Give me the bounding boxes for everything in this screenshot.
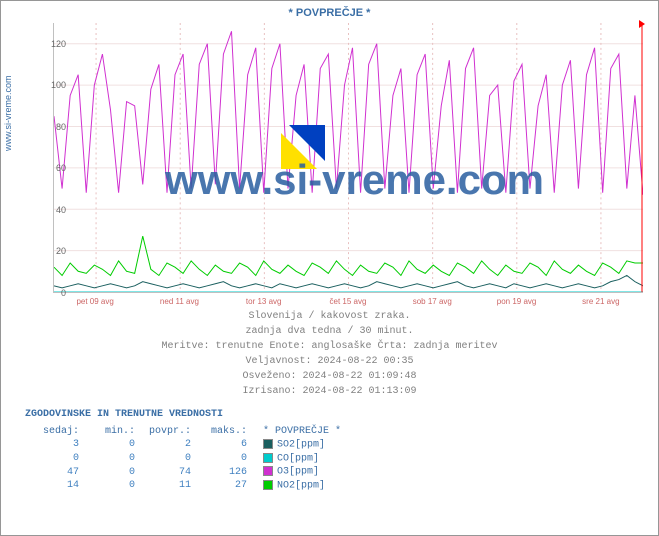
stats-col-header: maks.:	[193, 425, 249, 438]
y-tick-label: 60	[26, 163, 66, 173]
axis-arrow-icon	[639, 20, 645, 28]
stats-cell: 0	[193, 452, 249, 466]
x-tick-label: ned 11 avg	[160, 297, 199, 306]
caption-line: Osveženo: 2024-08-22 01:09:48	[1, 369, 658, 384]
stats-cell: 0	[137, 452, 193, 466]
stats-cell: 0	[81, 465, 137, 479]
caption-line: zadnja dva tedna / 30 minut.	[1, 324, 658, 339]
table-row: 47074126 O3[ppm]	[25, 465, 343, 479]
legend-label: O3[ppm]	[277, 467, 319, 478]
chart-caption-lines: Slovenija / kakovost zraka.zadnja dva te…	[1, 309, 658, 399]
stats-col-header: min.:	[81, 425, 137, 438]
legend-item: SO2[ppm]	[249, 438, 343, 452]
caption-line: Meritve: trenutne Enote: anglosaške Črta…	[1, 339, 658, 354]
table-row: 3026 SO2[ppm]	[25, 438, 343, 452]
y-tick-label: 100	[26, 80, 66, 90]
x-tick-label: sob 17 avg	[413, 297, 452, 306]
table-row: 0000CO[ppm]	[25, 452, 343, 466]
y-tick-label: 20	[26, 246, 66, 256]
x-tick-label: čet 15 avg	[330, 297, 367, 306]
y-tick-label: 120	[26, 39, 66, 49]
legend-swatch-icon	[263, 453, 273, 463]
stats-cell: 27	[193, 479, 249, 493]
chart-title: * POVPREČJE *	[1, 7, 658, 19]
series-SO2	[54, 275, 643, 287]
caption-line: Slovenija / kakovost zraka.	[1, 309, 658, 324]
legend-label: NO2[ppm]	[277, 481, 325, 492]
y-tick-label: 0	[26, 288, 66, 298]
x-tick-label: tor 13 avg	[246, 297, 282, 306]
series-NO2	[54, 236, 643, 275]
stats-cell: 0	[81, 479, 137, 493]
stats-header-row: sedaj:min.:povpr.:maks.:* POVPREČJE *	[25, 425, 343, 438]
legend-item: O3[ppm]	[249, 465, 343, 479]
legend-label: SO2[ppm]	[277, 440, 325, 451]
x-tick-label: sre 21 avg	[582, 297, 619, 306]
table-row: 1401127 NO2[ppm]	[25, 479, 343, 493]
legend-item: NO2[ppm]	[249, 479, 343, 493]
x-tick-label: pet 09 avg	[76, 297, 113, 306]
legend-swatch-icon	[263, 480, 273, 490]
y-tick-label: 40	[26, 205, 66, 215]
series-O3	[54, 31, 643, 194]
stats-cell: 2	[137, 438, 193, 452]
y-tick-label: 80	[26, 122, 66, 132]
stats-cell: 11	[137, 479, 193, 493]
stats-cell: 126	[193, 465, 249, 479]
legend-swatch-icon	[263, 439, 273, 449]
legend-title: * POVPREČJE *	[249, 425, 343, 438]
y-axis-label: www.si-vreme.com	[3, 75, 13, 151]
stats-cell: 0	[81, 452, 137, 466]
stats-table-title: ZGODOVINSKE IN TRENUTNE VREDNOSTI	[25, 409, 223, 420]
plot-area	[53, 23, 643, 293]
stats-cell: 14	[25, 479, 81, 493]
stats-cell: 0	[81, 438, 137, 452]
x-tick-label: pon 19 avg	[497, 297, 537, 306]
legend-item: CO[ppm]	[249, 452, 343, 466]
stats-col-header: povpr.:	[137, 425, 193, 438]
chart-container: * POVPREČJE * www.si-vreme.com www.si-vr…	[1, 1, 658, 535]
stats-cell: 6	[193, 438, 249, 452]
stats-cell: 47	[25, 465, 81, 479]
stats-cell: 74	[137, 465, 193, 479]
legend-swatch-icon	[263, 466, 273, 476]
series-layer	[54, 23, 643, 292]
stats-col-header: sedaj:	[25, 425, 81, 438]
caption-line: Izrisano: 2024-08-22 01:13:09	[1, 384, 658, 399]
stats-table: sedaj:min.:povpr.:maks.:* POVPREČJE * 30…	[25, 425, 343, 493]
stats-cell: 0	[25, 452, 81, 466]
stats-cell: 3	[25, 438, 81, 452]
caption-line: Veljavnost: 2024-08-22 00:35	[1, 354, 658, 369]
legend-label: CO[ppm]	[277, 453, 319, 464]
